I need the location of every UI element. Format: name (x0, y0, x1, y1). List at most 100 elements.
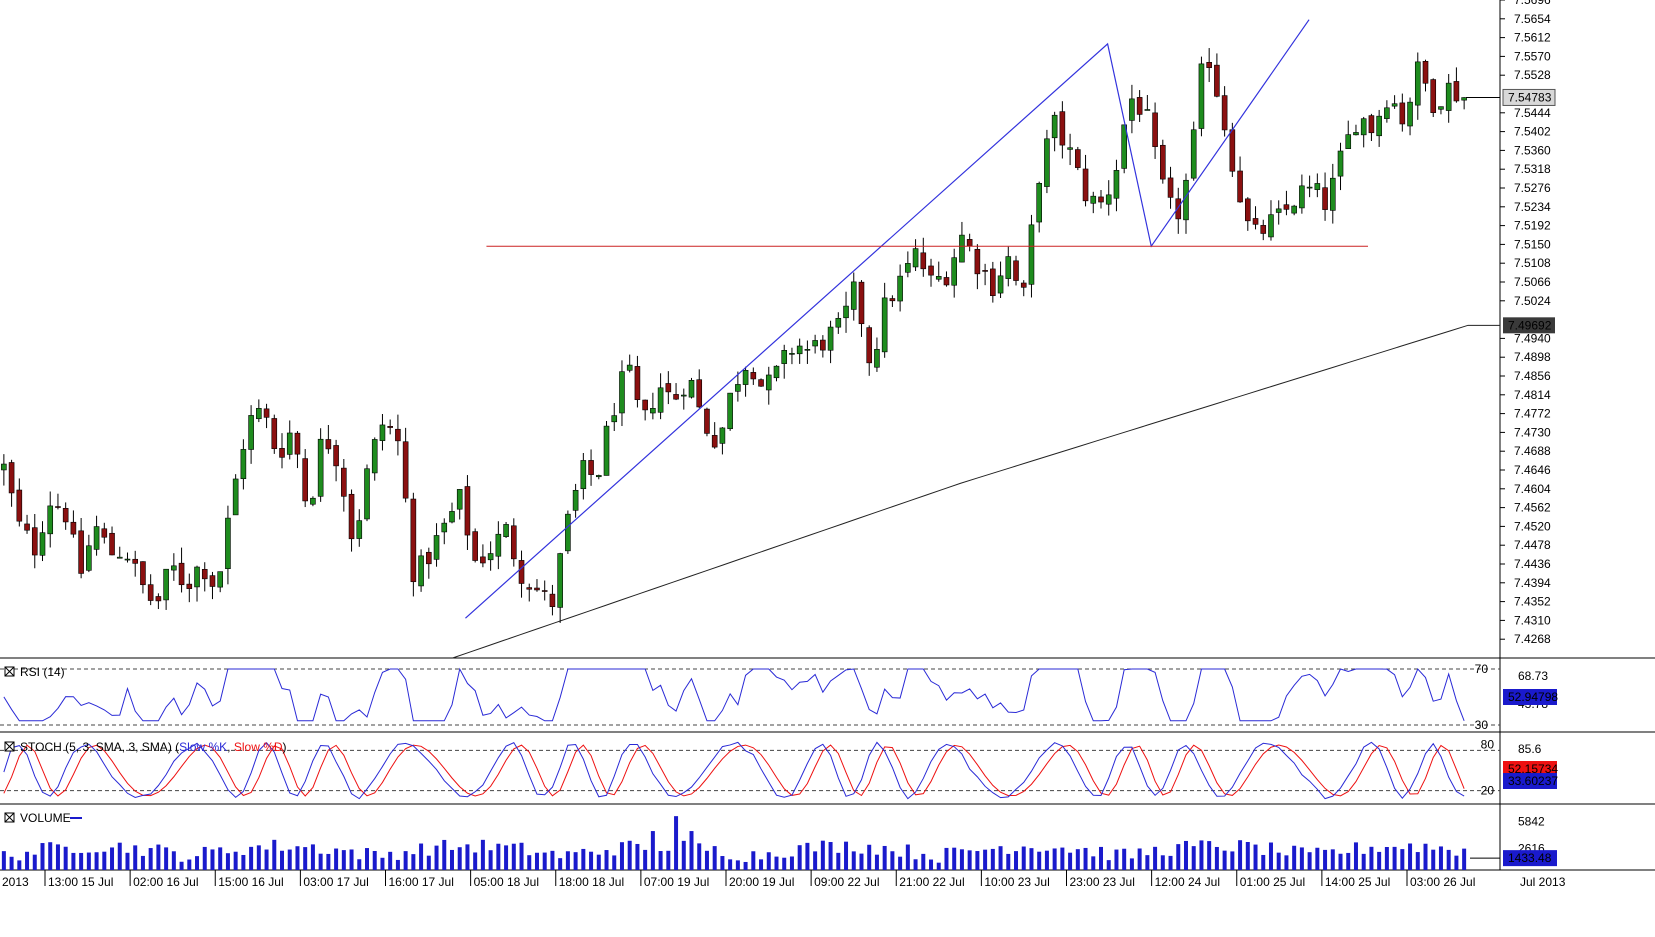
candle-bearish (1229, 129, 1236, 172)
price-tick-label: 7.4268 (1514, 632, 1551, 646)
volume-bar (164, 847, 169, 870)
volume-bar (844, 841, 849, 870)
volume-bar (25, 851, 30, 870)
price-tick-label: 7.4898 (1514, 350, 1551, 364)
candle-bearish (325, 439, 332, 450)
volume-bar (156, 844, 161, 870)
volume-bar (202, 846, 207, 870)
candle-bearish (982, 270, 988, 272)
candle-bullish (356, 520, 363, 539)
candle-bearish (974, 248, 981, 275)
volume-bar (975, 851, 980, 870)
candle-bearish (333, 445, 339, 467)
volume-bar (573, 852, 578, 870)
volume-bar (79, 852, 84, 870)
volume-bars (1, 816, 1467, 870)
volume-current-label: 1433.48 (1508, 851, 1552, 865)
candle-bullish (1005, 256, 1012, 279)
stoch-d-value: 33.60237 (1508, 774, 1558, 788)
candle-bearish (866, 327, 873, 364)
volume-bar (967, 850, 972, 870)
candle-bullish (86, 545, 92, 571)
volume-bar (210, 849, 215, 870)
candle-bearish (302, 458, 308, 502)
candle-bullish (449, 511, 455, 523)
time-label: 05:00 18 Jul (474, 875, 539, 889)
volume-bar (1276, 852, 1281, 870)
price-tick-label: 7.4604 (1514, 482, 1551, 496)
candle-bullish (1036, 182, 1042, 223)
volume-bar (1037, 851, 1042, 870)
time-label: 10:00 23 Jul (984, 875, 1049, 889)
time-label: 15:00 16 Jul (218, 875, 283, 889)
candle-bullish (217, 571, 223, 588)
time-label: 21:00 22 Jul (899, 875, 964, 889)
candle-bullish (905, 263, 911, 273)
candle-bearish (410, 498, 417, 583)
candle-bullish (248, 415, 254, 450)
volume-bar (519, 842, 524, 870)
stoch-title-main: STOCH (5, 3, SMA, 3, SMA) ( (20, 740, 179, 754)
candle-bearish (1368, 115, 1375, 134)
volume-bar (681, 840, 686, 870)
candle-bearish (696, 379, 703, 408)
candle-bullish (1384, 107, 1390, 119)
volume-bar (704, 850, 709, 870)
volume-bar (1292, 845, 1297, 870)
volume-bar (48, 842, 53, 870)
candle-bearish (1136, 97, 1143, 115)
candle-bearish (889, 298, 896, 302)
candle-bearish (858, 281, 865, 325)
stoch-title: STOCH (5, 3, SMA, 3, SMA) (Slow %K, Slow… (20, 740, 287, 754)
volume-bar (1044, 850, 1049, 870)
time-label: 03:00 17 Jul (303, 875, 368, 889)
volume-bar (743, 861, 748, 870)
candle-bullish (572, 489, 579, 511)
candle-bullish (626, 364, 633, 371)
price-tick-label: 7.4646 (1514, 463, 1551, 477)
candle-bearish (387, 426, 393, 428)
volume-bar (148, 848, 153, 870)
volume-bar (280, 850, 285, 870)
time-label: 03:00 26 Jul (1410, 875, 1475, 889)
candle-bullish (959, 234, 965, 263)
candle-bullish (1353, 132, 1359, 136)
stoch-k-badge (1503, 773, 1557, 789)
volume-bar (1153, 846, 1158, 870)
candle-bearish (711, 435, 718, 448)
volume-bar (604, 850, 609, 870)
candle-bullish (657, 387, 664, 413)
volume-bar (789, 856, 794, 870)
price-tick-label: 7.5570 (1514, 49, 1551, 63)
volume-toggle-x2 (4, 812, 15, 823)
candle-bearish (132, 558, 139, 564)
candle-bearish (8, 462, 15, 494)
candle-bearish (1322, 187, 1328, 210)
candle-bearish (201, 569, 208, 580)
volume-bar (921, 853, 926, 870)
candle-bearish (1422, 60, 1429, 84)
candle-bullish (935, 276, 942, 280)
volume-bar (55, 844, 60, 870)
volume-bar (1361, 853, 1366, 870)
candle-bearish (31, 527, 38, 556)
candle-bullish (47, 505, 54, 535)
volume-bar (1446, 849, 1451, 870)
price-tick-label: 7.5192 (1514, 219, 1551, 233)
time-label: 14:00 25 Jul (1325, 875, 1390, 889)
candle-bullish (951, 257, 958, 286)
candle-bearish (1059, 111, 1066, 146)
candle-bullish (874, 349, 880, 368)
volume-bar (110, 847, 115, 870)
candle-bearish (1221, 95, 1228, 131)
candle-bullish (843, 305, 849, 319)
volume-bar (1230, 851, 1235, 870)
candle-bearish (1020, 282, 1027, 288)
candle-bearish (943, 277, 950, 286)
volume-bar (388, 851, 393, 870)
volume-bar (612, 855, 617, 870)
volume-bar (797, 845, 802, 870)
candle-bearish (395, 428, 401, 442)
last-price-label: 7.54783 (1508, 90, 1552, 104)
candle-bearish (1098, 196, 1104, 203)
